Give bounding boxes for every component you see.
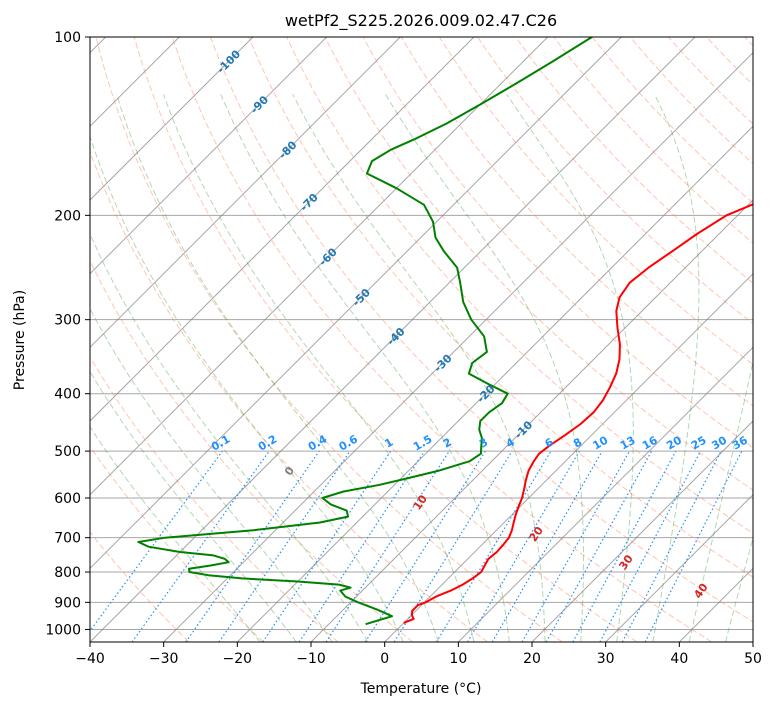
moist-adiabat-line (163, 94, 475, 642)
dry-adiabat-line (477, 37, 753, 325)
background-lines (90, 37, 753, 642)
dry-adiabat-line (90, 356, 339, 642)
y-tick-label: 1000 (45, 622, 81, 638)
dry-adiabat-line (133, 37, 638, 642)
dry-adiabat-line (553, 37, 753, 244)
dry-adiabat-line (248, 37, 753, 578)
x-axis-title: Temperature (°C) (360, 681, 482, 697)
mixing-ratio-line (572, 450, 677, 642)
chart-title: wetPf2_S225.2026.009.02.47.C26 (285, 11, 557, 31)
mixing-ratio-line (218, 450, 351, 642)
y-tick-label: 600 (54, 491, 81, 507)
y-tick-label: 400 (54, 387, 81, 403)
isotherm-line (457, 346, 753, 642)
mixing-ratio-line (364, 450, 486, 642)
isotherm-line (90, 37, 475, 422)
dry-adiabat-line (515, 37, 753, 284)
plot-frame (89, 36, 754, 643)
dry-adiabat-line (324, 37, 753, 491)
dry-adiabat-line (90, 531, 190, 642)
isotherm-line (605, 493, 753, 642)
mixing-ratio-line (185, 450, 320, 642)
y-tick-label: 100 (54, 30, 81, 46)
y-axis: 1000 900 800 700 600 500 400 300 200 100 (45, 30, 90, 638)
moist-adiabat-line (116, 94, 439, 642)
dry-adiabat-line (90, 150, 488, 642)
profile-lines (137, 37, 753, 626)
moist-adiabat-line (90, 426, 261, 642)
isotherm-line (90, 37, 254, 201)
dry-adiabat-line (95, 37, 563, 642)
y-tick-label: 800 (54, 565, 81, 581)
moist-adiabat-line (90, 370, 297, 642)
y-tick-label: 500 (54, 444, 81, 460)
moist-adiabat-line (385, 94, 584, 642)
x-tick-label: 30 (597, 651, 615, 667)
dry-adiabat-line (210, 37, 753, 623)
y-tick-label: 700 (54, 531, 81, 547)
x-tick-label: −10 (296, 651, 326, 667)
mixing-ratio-line (435, 450, 552, 642)
moist-adiabat-line (652, 94, 700, 642)
mixing-ratio-line (521, 450, 631, 642)
isotherm-line (310, 199, 753, 642)
mixing-ratio-line (545, 450, 653, 642)
isotherm-line (90, 37, 696, 642)
x-tick-label: −20 (223, 651, 253, 667)
isotherm-line (384, 272, 753, 642)
mixing-ratio-line (466, 450, 580, 642)
moist-adiabat-line (90, 232, 369, 642)
x-tick-label: 20 (523, 651, 541, 667)
y-tick-label: 900 (54, 595, 81, 611)
moist-adiabat-line (90, 307, 333, 642)
moist-adiabat-line (220, 94, 510, 642)
y-tick-label: 300 (54, 313, 81, 329)
dry-adiabat-line (438, 37, 753, 365)
isotherm-line (90, 37, 328, 275)
moist-adiabat-line (292, 94, 546, 642)
x-tick-label: 50 (744, 651, 762, 667)
dry-adiabat-line (90, 259, 414, 642)
dry-adiabat-line (286, 37, 753, 534)
x-axis: −40 −30 −20 −10 0 10 20 30 40 50 (75, 642, 762, 667)
isotherm-line (90, 37, 401, 349)
moist-adiabat-line (688, 359, 753, 642)
y-tick-label: 200 (54, 208, 81, 224)
isotherm-line (90, 37, 549, 496)
x-tick-label: 10 (449, 651, 467, 667)
dewpoint-profile-line (137, 37, 593, 626)
dry-adiabat-line (591, 37, 753, 204)
dry-adiabat-line (362, 37, 753, 449)
isotherm-line (531, 420, 753, 642)
x-tick-label: −40 (75, 651, 105, 667)
x-tick-label: 0 (380, 651, 389, 667)
mixing-ratio-line (325, 450, 450, 642)
dry-adiabat-line (629, 37, 753, 165)
x-tick-label: −30 (149, 651, 179, 667)
x-tick-label: 40 (670, 651, 688, 667)
mixing-ratio-line (491, 450, 603, 642)
moist-adiabat-line (90, 135, 404, 642)
isotherm-line (163, 51, 753, 642)
y-axis-title: Pressure (hPa) (12, 290, 28, 390)
isotherm-line (236, 125, 753, 642)
isotherm-line (90, 37, 622, 570)
dry-adiabat-line (400, 37, 753, 407)
temperature-profile-line (403, 203, 753, 624)
